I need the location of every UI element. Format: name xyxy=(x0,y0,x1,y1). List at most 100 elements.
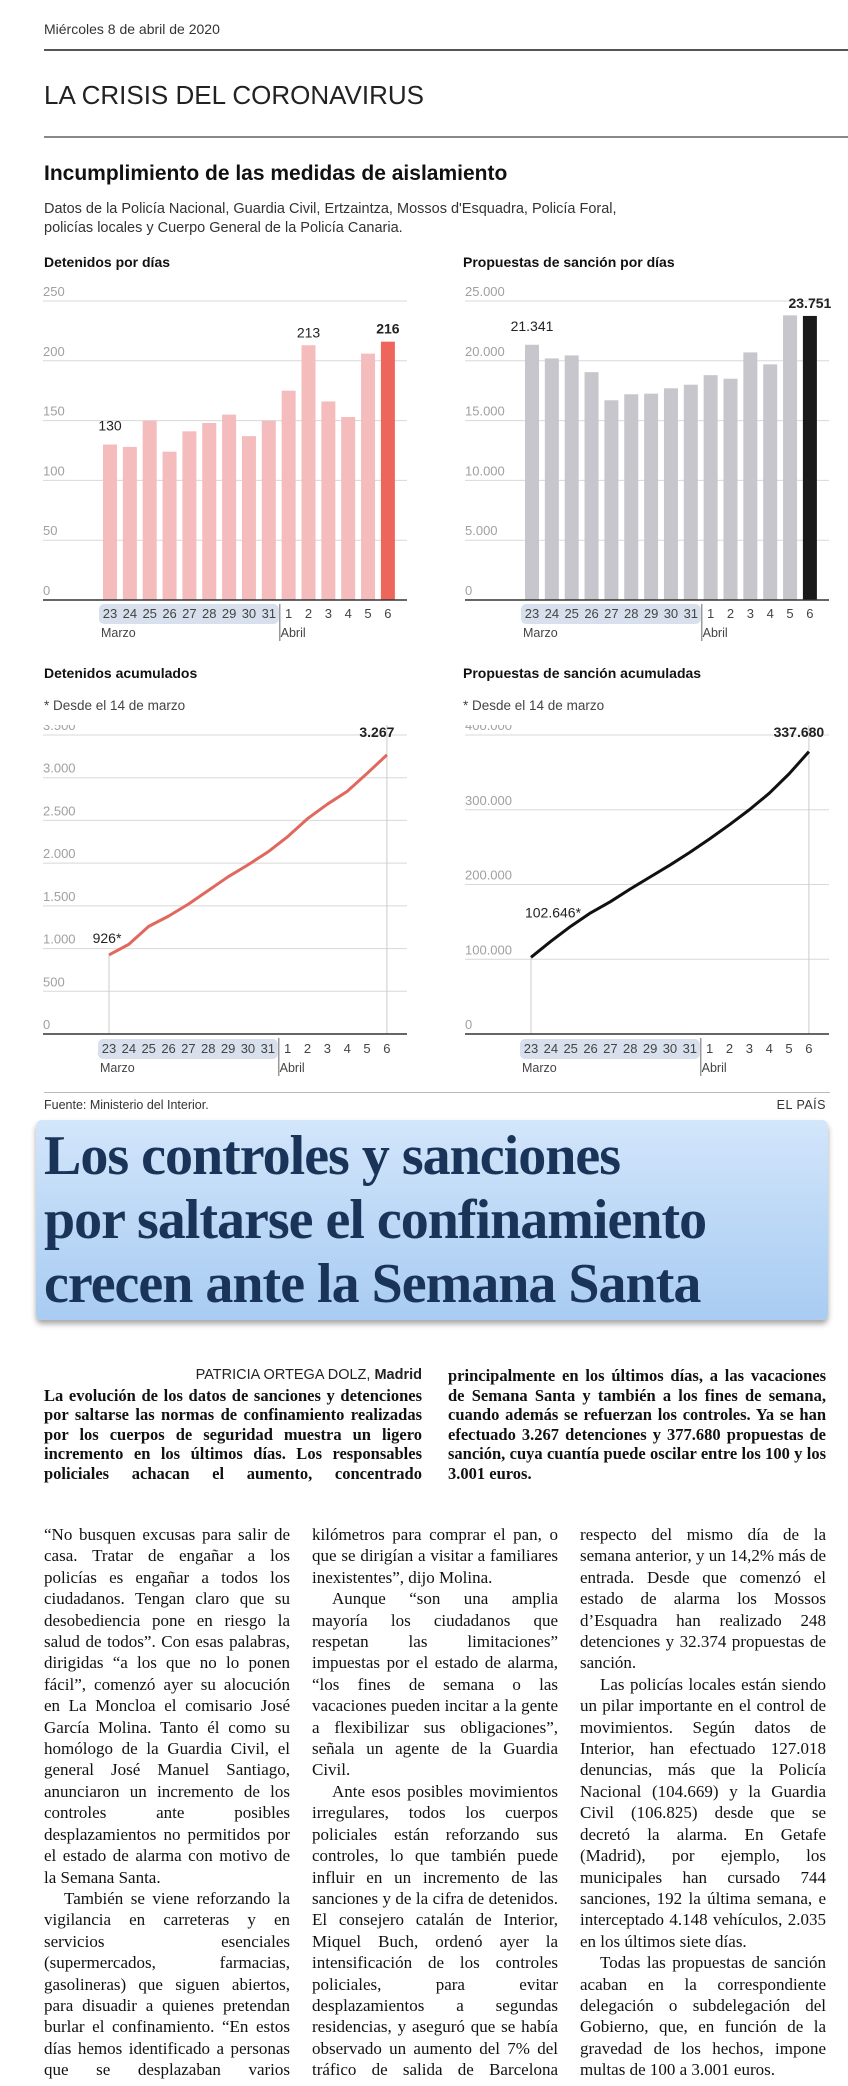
x-tick-label: 5 xyxy=(364,606,371,621)
x-tick-label: 25 xyxy=(564,606,578,621)
x-tick-label: 28 xyxy=(623,1041,637,1056)
paragraph: Aunque “son una amplia mayoría los ciuda… xyxy=(312,1589,558,1780)
headline-line: Los controles y sanciones xyxy=(44,1125,621,1187)
series-line xyxy=(108,753,388,957)
x-tick-label: 1 xyxy=(707,606,714,621)
y-tick-label: 2.000 xyxy=(43,846,76,861)
x-tick-label: 6 xyxy=(384,606,391,621)
y-tick-label: 1.000 xyxy=(43,932,76,947)
location: Madrid xyxy=(374,1367,422,1383)
month-label: Marzo xyxy=(100,1061,135,1075)
bar xyxy=(341,417,356,600)
x-tick-label: 25 xyxy=(563,1041,577,1056)
y-tick-label: 0 xyxy=(43,583,50,598)
x-tick-label: 27 xyxy=(603,1041,617,1056)
bar xyxy=(241,436,256,600)
graphic-title: Incumplimiento de las medidas de aislami… xyxy=(44,162,508,185)
bar xyxy=(301,345,316,600)
x-tick-label: 28 xyxy=(202,606,216,621)
chart-title-detenidos-dias: Detenidos por días xyxy=(44,254,171,270)
bar xyxy=(763,364,778,600)
month-label: Abril xyxy=(281,626,306,640)
x-tick-label: 3 xyxy=(324,1041,331,1056)
x-tick-label: 30 xyxy=(664,606,678,621)
x-tick-label: 6 xyxy=(383,1041,390,1056)
paragraph: También se viene reforzando la vigilanci… xyxy=(44,1525,558,2080)
y-tick-label: 20.000 xyxy=(465,344,505,359)
data-label: 3.267 xyxy=(359,725,394,740)
march-highlight xyxy=(98,1039,278,1059)
x-tick-label: 4 xyxy=(766,1041,773,1056)
x-tick-label: 26 xyxy=(584,606,598,621)
bar xyxy=(743,352,758,600)
x-tick-label: 26 xyxy=(162,606,176,621)
x-tick-label: 3 xyxy=(747,606,754,621)
x-tick-label: 30 xyxy=(663,1041,677,1056)
x-tick-label: 31 xyxy=(684,606,698,621)
bar xyxy=(202,422,217,600)
bar xyxy=(783,315,798,600)
y-tick-label: 100.000 xyxy=(465,942,512,957)
bar xyxy=(261,420,276,600)
bar xyxy=(604,400,619,600)
x-tick-label: 23 xyxy=(102,1041,116,1056)
month-label: Abril xyxy=(280,1061,305,1075)
bar xyxy=(703,375,718,600)
byline: PATRICIA ORTEGA DOLZ, Madrid xyxy=(44,1366,422,1386)
bar xyxy=(802,315,817,600)
bar xyxy=(584,372,599,600)
chart-title-sanciones-dias: Propuestas de sanción por días xyxy=(463,254,675,270)
x-tick-label: 4 xyxy=(345,606,352,621)
y-tick-label: 50 xyxy=(43,523,57,538)
x-tick-label: 2 xyxy=(727,606,734,621)
data-label: 213 xyxy=(297,324,321,340)
x-tick-label: 25 xyxy=(142,606,156,621)
paragraph: Las policías locales están siendo un pil… xyxy=(580,1674,826,1951)
x-tick-label: 2 xyxy=(304,1041,311,1056)
x-tick-label: 27 xyxy=(182,606,196,621)
headline-box: Los controles y sanciones por saltarse e… xyxy=(36,1120,828,1320)
y-tick-label: 300.000 xyxy=(465,793,512,808)
header-rule xyxy=(44,49,848,51)
article-body: “No busquen excusas para salir de casa. … xyxy=(44,1524,826,2081)
chart-note: * Desde el 14 de marzo xyxy=(463,698,605,713)
y-tick-label: 0 xyxy=(43,1017,50,1032)
x-tick-label: 6 xyxy=(805,1041,812,1056)
data-label: 23.751 xyxy=(788,295,831,311)
graphic-footer-rule xyxy=(44,1092,830,1093)
x-tick-label: 29 xyxy=(221,1041,235,1056)
y-tick-label: 1.500 xyxy=(43,889,76,904)
headline-line: por saltarse el confinamiento xyxy=(44,1189,707,1251)
march-highlight xyxy=(520,1039,700,1059)
y-tick-label: 150 xyxy=(43,404,65,419)
x-tick-label: 24 xyxy=(122,1041,136,1056)
x-tick-label: 30 xyxy=(242,606,256,621)
bar xyxy=(122,446,137,600)
graphic-subtitle: Datos de la Policía Nacional, Guardia Ci… xyxy=(44,200,664,238)
bar xyxy=(222,414,237,600)
y-tick-label: 400.000 xyxy=(465,725,512,733)
y-tick-label: 200 xyxy=(43,344,65,359)
y-tick-label: 3.500 xyxy=(43,725,76,733)
series-line xyxy=(530,750,811,959)
x-tick-label: 24 xyxy=(544,1041,558,1056)
bar xyxy=(361,353,376,600)
x-tick-label: 5 xyxy=(363,1041,370,1056)
x-tick-label: 1 xyxy=(706,1041,713,1056)
x-tick-label: 6 xyxy=(806,606,813,621)
y-tick-label: 0 xyxy=(465,583,472,598)
x-tick-label: 31 xyxy=(683,1041,697,1056)
y-tick-label: 500 xyxy=(43,974,65,989)
article-lead: PATRICIA ORTEGA DOLZ, Madrid La evolució… xyxy=(44,1366,826,1483)
bar xyxy=(544,358,559,600)
x-tick-label: 3 xyxy=(746,1041,753,1056)
brand-logo: EL PAÍS xyxy=(776,1098,826,1112)
y-tick-label: 100 xyxy=(43,463,65,478)
bar xyxy=(663,388,678,600)
bar xyxy=(162,451,177,600)
bar xyxy=(564,355,579,600)
march-highlight xyxy=(99,604,279,624)
x-tick-label: 28 xyxy=(624,606,638,621)
x-tick-label: 3 xyxy=(325,606,332,621)
